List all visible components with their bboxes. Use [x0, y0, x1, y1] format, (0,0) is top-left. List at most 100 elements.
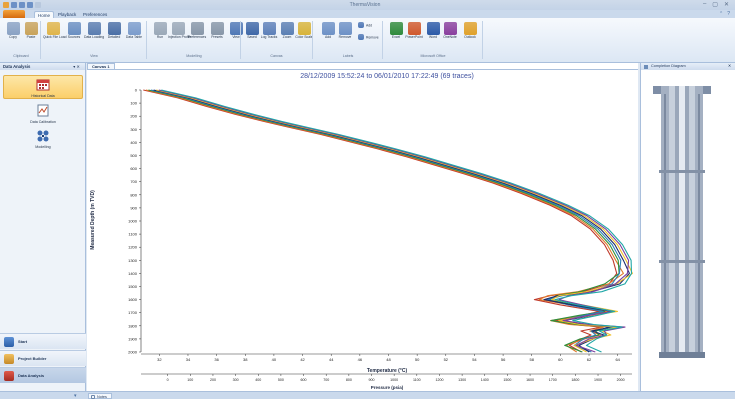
injection-icon — [171, 22, 185, 35]
trace-line — [158, 89, 630, 353]
ribbon-group-label: View — [90, 54, 98, 58]
x-tick-label: 42 — [300, 357, 305, 362]
ribbon-button-label: Outlook — [464, 35, 476, 39]
ribbon-button-label: Saved — [247, 35, 257, 39]
notes-tab[interactable]: Notes — [88, 393, 112, 399]
add-button[interactable]: Add — [318, 22, 338, 48]
ribbon-button-label: Add — [324, 35, 332, 39]
remove-button[interactable]: Remove — [335, 22, 355, 48]
tab-preferences[interactable]: Preferences — [83, 12, 108, 17]
pressure-tick-label: 300 — [233, 378, 239, 382]
data-loading-button[interactable]: Data Loading — [84, 22, 104, 48]
ribbon-button-label: Run — [156, 35, 164, 39]
pressure-tick-label: 1200 — [435, 378, 443, 382]
remove-label-button[interactable]: Remove — [358, 34, 380, 44]
x-tick-label: 40 — [272, 357, 277, 362]
customize-qat-icon[interactable] — [35, 2, 41, 8]
nav-project-builder-label: Project Builder — [18, 356, 47, 361]
window-controls: – ▢ ✕ — [703, 1, 729, 8]
nav-data-calibration[interactable]: Data Calibration — [3, 102, 83, 124]
status-bar: ▾ Notes — [0, 391, 735, 399]
x-tick-label: 62 — [587, 357, 592, 362]
pane-pin-button[interactable]: ▾ ✕ — [73, 64, 80, 69]
completion-pane-close-button[interactable]: ✕ — [727, 64, 731, 68]
run-button[interactable]: Run — [150, 22, 170, 48]
pane-title: Data Analysis — [3, 64, 31, 69]
table-button[interactable]: Data Table — [124, 22, 144, 48]
pressure-tick-label: 1000 — [390, 378, 398, 382]
close-button[interactable]: ✕ — [723, 2, 729, 8]
save-icon[interactable] — [11, 2, 17, 8]
ribbon-group-separator — [240, 21, 241, 59]
presets-button[interactable]: Presets — [207, 22, 227, 48]
outlook-button[interactable]: Outlook — [460, 22, 480, 48]
ribbon-minimize-icon[interactable]: ⌃ — [719, 11, 724, 17]
x-tick-label: 52 — [444, 357, 449, 362]
trace-line — [161, 89, 633, 353]
status-menu-arrow[interactable]: ▾ — [74, 393, 77, 399]
color-scale-button[interactable]: Color Scale — [294, 22, 314, 48]
powerpoint-button[interactable]: PowerPoint — [404, 22, 424, 48]
folder-button[interactable]: Quick File Load — [43, 22, 67, 48]
minimize-button[interactable]: – — [702, 1, 707, 7]
ribbon-button-label: Log Tracks — [260, 35, 278, 39]
y-tick-label: 700 — [130, 179, 137, 184]
x-tick-label: 36 — [214, 357, 219, 362]
canvas-tab[interactable]: Canvas 1 — [87, 63, 115, 69]
powerpoint-icon — [407, 22, 421, 35]
x-tick-label: 34 — [186, 357, 191, 362]
preferences-button[interactable]: Preferences — [187, 22, 207, 48]
pressure-tick-label: 1500 — [503, 378, 511, 382]
view-button[interactable]: View — [226, 22, 246, 48]
detailed-button[interactable]: Detailed — [104, 22, 124, 48]
sources-button[interactable]: Sources — [64, 22, 84, 48]
tab-playback[interactable]: Playback — [58, 12, 77, 17]
trace-line — [150, 89, 622, 353]
x-tick-label: 48 — [386, 357, 391, 362]
onenote-icon — [443, 22, 457, 35]
excel-button[interactable]: Excel — [386, 22, 406, 48]
ribbon: Copy Paste Quick File Load Sources Data Load… — [0, 18, 735, 63]
ribbon-button-label: Presets — [211, 35, 223, 39]
temperature-depth-chart[interactable]: 0100200300400500600700800900100011001200… — [87, 70, 638, 391]
trace-line — [143, 89, 618, 353]
copy-button[interactable]: Copy — [3, 22, 23, 48]
nav-data-analysis[interactable]: Data Analysis — [0, 367, 86, 383]
nav-modelling[interactable]: Modelling — [3, 127, 83, 149]
ribbon-button-label: Preferences — [187, 35, 207, 39]
saved-button[interactable]: Saved — [242, 22, 262, 48]
paste-icon — [24, 22, 38, 35]
y-tick-label: 1200 — [128, 245, 138, 250]
maximize-button[interactable]: ▢ — [712, 2, 718, 8]
nav-data-analysis-label: Data Analysis — [18, 373, 45, 378]
nav-start[interactable]: Start — [0, 333, 86, 349]
word-button[interactable]: Word — [423, 22, 443, 48]
paste-button[interactable]: Paste — [21, 22, 41, 48]
injection-button[interactable]: Injection Profile — [168, 22, 191, 48]
undo-icon[interactable] — [19, 2, 25, 8]
add-label-icon — [358, 22, 364, 28]
application-menu-button[interactable] — [3, 10, 25, 18]
zoom-button[interactable]: Zoom — [277, 22, 297, 48]
add-label-button[interactable]: Add — [358, 22, 380, 32]
ribbon-button-label: Sources — [67, 35, 81, 39]
nav-historical-data[interactable]: Historical Data — [3, 75, 83, 99]
nav-project-builder[interactable]: Project Builder — [0, 350, 86, 366]
start-icon — [4, 337, 14, 347]
onenote-button[interactable]: OneNote — [440, 22, 460, 48]
redo-icon[interactable] — [27, 2, 33, 8]
notes-icon — [91, 395, 95, 399]
help-icon[interactable]: ? — [727, 11, 730, 17]
pressure-tick-label: 600 — [301, 378, 307, 382]
tab-home[interactable]: Home — [34, 11, 55, 18]
y-tick-label: 900 — [130, 205, 137, 210]
log-tracks-icon — [262, 22, 276, 35]
app-icon[interactable] — [3, 2, 9, 8]
pressure-tick-label: 1700 — [549, 378, 557, 382]
log-tracks-button[interactable]: Log Tracks — [259, 22, 279, 48]
pressure-tick-label: 0 — [167, 378, 169, 382]
pressure-axis-label: Pressure (psia) — [371, 385, 404, 390]
pressure-tick-label: 1900 — [594, 378, 602, 382]
ribbon-button-label: PowerPoint — [405, 35, 423, 39]
y-axis-label: Measured Depth (m TVD) — [90, 190, 96, 250]
